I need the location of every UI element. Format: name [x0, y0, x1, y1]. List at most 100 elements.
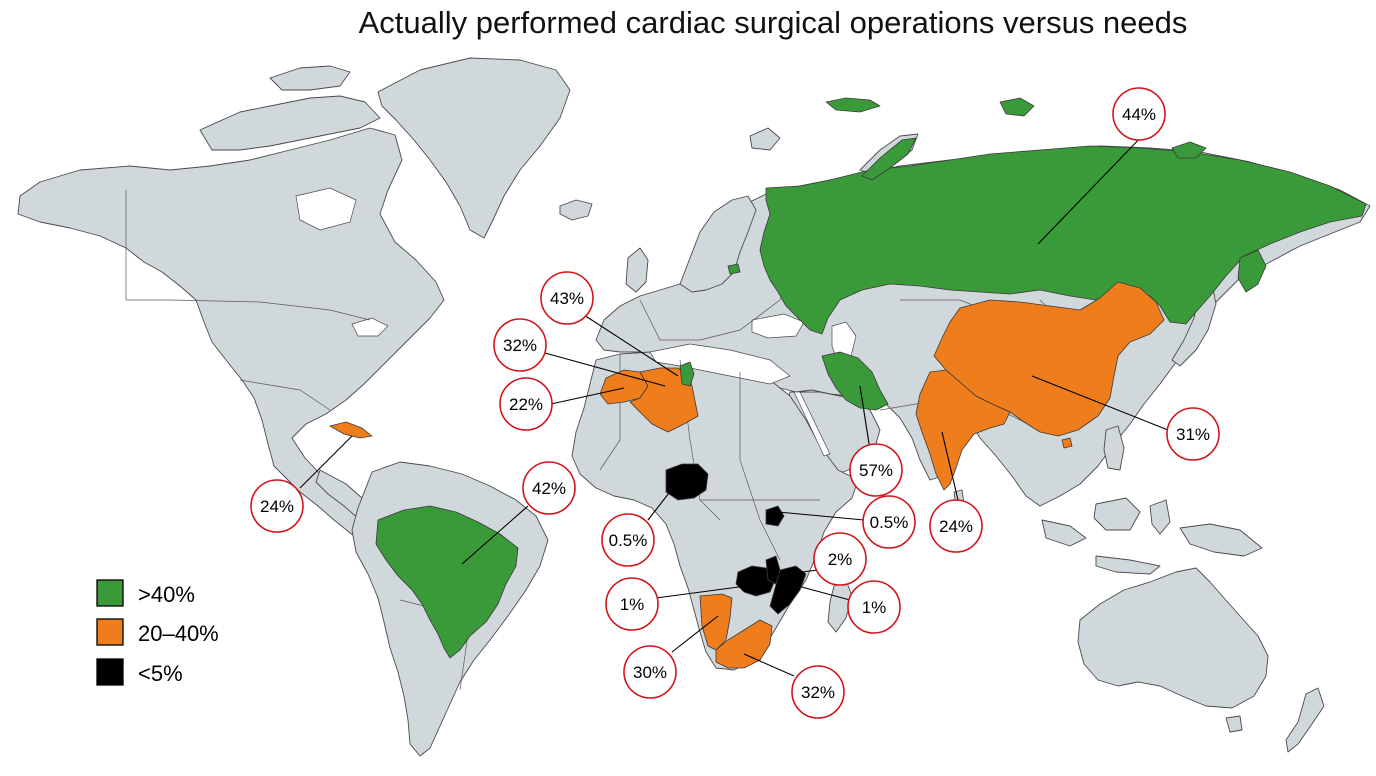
- legend-swatch-high: [96, 579, 124, 607]
- indonesia-c: [1095, 555, 1161, 575]
- indonesia-a: [1041, 519, 1087, 547]
- leader-lines: [299, 129, 1169, 677]
- callout-label: 43%: [550, 289, 584, 308]
- country-uganda: [765, 505, 785, 527]
- china-hainan: [1061, 437, 1073, 449]
- legend-item-high: >40%: [96, 579, 195, 607]
- red-sea: [793, 391, 831, 457]
- callout-label: 0.5%: [609, 531, 648, 550]
- callout-zambia: 1%: [605, 577, 659, 631]
- callout-nigeria: 0.5%: [601, 513, 655, 567]
- country-mozambique: [769, 565, 807, 615]
- map-title: Actually performed cardiac surgical oper…: [358, 5, 1188, 40]
- callout-label: 24%: [260, 497, 294, 516]
- great-lakes: [351, 317, 389, 337]
- japan: [1171, 283, 1217, 367]
- leader-iran: [859, 385, 871, 451]
- australia: [1077, 567, 1269, 709]
- callout-brazil: 42%: [522, 461, 576, 515]
- legend-label-high: >40%: [138, 582, 195, 607]
- philippines: [1103, 425, 1125, 471]
- callout-uganda: 0.5%: [862, 495, 916, 549]
- legend-swatch-low: [96, 658, 124, 686]
- legend-label-low: <5%: [138, 661, 183, 686]
- russia-kaliningrad: [727, 263, 741, 275]
- callout-algeria: 22%: [499, 377, 553, 431]
- country-nigeria: [665, 463, 709, 501]
- leader-china: [1031, 375, 1169, 431]
- leader-south-africa: [743, 653, 795, 677]
- legend-label-mid: 20–40%: [138, 621, 219, 646]
- mediterranean: [649, 343, 791, 385]
- country-cuba: [329, 421, 373, 439]
- callout-label: 32%: [801, 683, 835, 702]
- country-iran: [821, 351, 889, 411]
- callout-india: 24%: [929, 499, 983, 553]
- sulawesi: [1149, 499, 1171, 535]
- leader-mozambique: [797, 585, 851, 601]
- callout-russia: 44%: [1112, 87, 1166, 141]
- legend: >40% 20–40% <5%: [96, 579, 219, 686]
- legend-item-low: <5%: [96, 658, 183, 686]
- callout-morocco: 32%: [493, 318, 547, 372]
- hudson-bay: [295, 187, 357, 231]
- highlighted-countries: [329, 97, 1367, 669]
- callout-iran: 57%: [849, 443, 903, 497]
- callout-label: 24%: [939, 517, 973, 536]
- callout-south-africa: 32%: [791, 665, 845, 719]
- leader-malawi: [769, 569, 819, 577]
- country-brazil: [375, 505, 519, 659]
- leader-cuba: [299, 435, 353, 489]
- leader-tunisia: [583, 314, 679, 377]
- callout-malawi: 2%: [813, 532, 867, 586]
- country-india: [915, 369, 1011, 491]
- callout-label: 1%: [862, 598, 887, 617]
- greenland: [377, 57, 571, 239]
- leader-namibia: [671, 615, 719, 653]
- scandinavia: [679, 195, 757, 293]
- indonesia-b: [1093, 497, 1141, 531]
- callout-bubbles: 44% 43% 32% 22% 24% 42% 57% 24% 31% 0.5%…: [250, 87, 1220, 719]
- country-tunisia: [679, 361, 695, 387]
- callout-namibia: 30%: [623, 645, 677, 699]
- black-sea: [751, 313, 805, 339]
- callout-label: 31%: [1176, 425, 1210, 444]
- legend-swatch-mid: [96, 618, 124, 646]
- callout-label: 32%: [503, 336, 537, 355]
- leader-nigeria: [647, 483, 677, 521]
- leader-zambia: [655, 585, 747, 599]
- callout-label: 44%: [1122, 105, 1156, 124]
- tasmania: [1225, 715, 1243, 733]
- arctic-islands-north: [269, 65, 351, 91]
- leader-uganda: [777, 511, 865, 521]
- svalbard: [749, 127, 781, 151]
- callout-china: 31%: [1166, 407, 1220, 461]
- callout-mozambique: 1%: [847, 580, 901, 634]
- russia-severnaya: [999, 97, 1035, 117]
- russia-kamchatka: [1237, 249, 1267, 293]
- callout-label: 42%: [532, 479, 566, 498]
- russia-franz-josef: [825, 97, 881, 113]
- callout-label: 2%: [828, 550, 853, 569]
- callout-label: 22%: [509, 395, 543, 414]
- callout-tunisia: 43%: [540, 271, 594, 325]
- legend-item-mid: 20–40%: [96, 618, 219, 646]
- arctic-islands: [199, 95, 381, 151]
- callout-label: 57%: [859, 461, 893, 480]
- callout-label: 1%: [620, 595, 645, 614]
- britain: [625, 247, 649, 293]
- callout-label: 0.5%: [870, 513, 909, 532]
- country-south-africa: [715, 619, 773, 669]
- russia-novaya-zemlya: [861, 137, 917, 181]
- leader-morocco: [544, 352, 666, 387]
- callout-label: 30%: [633, 663, 667, 682]
- leader-algeria: [550, 387, 625, 405]
- callout-cuba: 24%: [250, 479, 304, 533]
- country-namibia: [699, 593, 733, 651]
- leader-russia: [1037, 129, 1149, 245]
- new-guinea: [1179, 523, 1263, 557]
- leader-india: [941, 431, 959, 501]
- iceland: [559, 199, 593, 221]
- russia-siberian-islands: [1171, 141, 1207, 159]
